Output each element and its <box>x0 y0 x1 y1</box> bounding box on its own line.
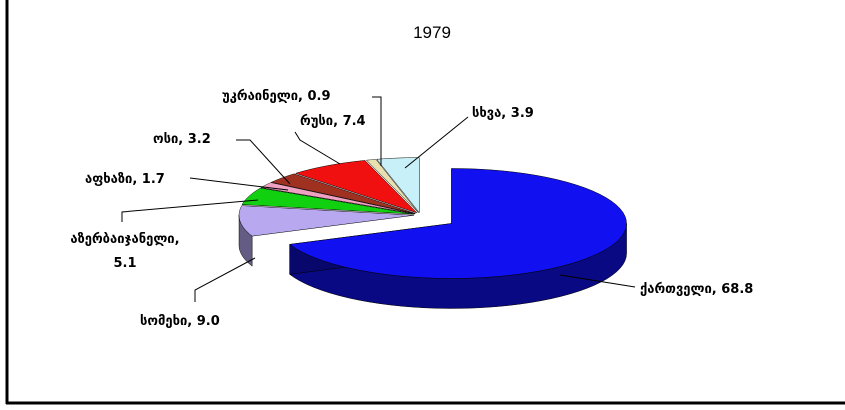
leader-line <box>372 96 382 166</box>
pie-slice <box>376 157 420 214</box>
slice-top <box>270 173 416 214</box>
data-label: ქართველი, 68.8 <box>640 282 754 297</box>
slice-top <box>376 157 420 214</box>
pie-slice <box>365 159 419 213</box>
chart-title: 1979 <box>413 23 451 42</box>
leader-line <box>236 139 291 185</box>
slice-top <box>241 187 415 215</box>
slice-top <box>288 168 627 279</box>
pie-slice <box>238 205 415 267</box>
data-label: სომეხი, 9.0 <box>140 314 220 329</box>
pie-slice <box>270 173 416 214</box>
leader-line <box>404 116 469 169</box>
slice-top <box>294 160 418 214</box>
pie <box>238 157 627 309</box>
data-label: ოსი, 3.2 <box>153 132 211 147</box>
leader-line <box>559 274 636 288</box>
leader-line <box>189 177 289 191</box>
data-label: უკრაინელი, 0.9 <box>222 89 331 104</box>
leader-line <box>121 199 259 222</box>
leader-lines <box>121 96 636 302</box>
data-label: რუსი, 7.4 <box>300 114 366 129</box>
data-label: აზერბაიჯანელი, 5.1 <box>70 232 180 271</box>
pie-slice <box>288 168 627 309</box>
data-label: აფხაზი, 1.7 <box>85 172 165 187</box>
leader-line <box>194 257 256 302</box>
slice-top <box>238 205 415 237</box>
pie-slice <box>294 160 418 214</box>
data-label: სხვა, 3.9 <box>472 106 534 121</box>
slice-top <box>365 159 419 213</box>
leader-line <box>294 131 341 165</box>
pie-slice <box>241 187 415 215</box>
